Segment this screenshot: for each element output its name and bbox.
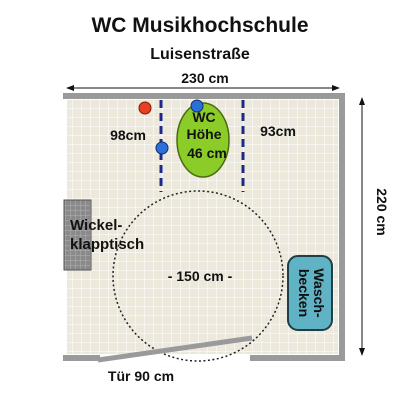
room-walls [63,93,345,361]
toilet-label-line2: Höhe [187,126,222,142]
toilet-label-line3: 46 cm [187,145,227,161]
width-dimension [66,85,340,91]
blue-button-icon [190,99,204,113]
door-leaf [97,335,253,363]
toilet [176,102,230,178]
sink-label-line1: Wasch- [311,268,327,318]
height-label: 220 cm [374,188,390,235]
sink [287,255,333,331]
turning-circle [112,190,284,362]
blue-flush-button-icon [155,141,169,155]
sink-label-line2: becken [296,269,312,317]
changing-table-label-line1: Wickel- [70,217,122,234]
right-clearance-label: 93cm [260,123,296,139]
left-clearance-label: 98cm [110,127,146,143]
red-emergency-button-icon [138,101,152,115]
height-dimension [359,97,365,356]
toilet-label-line1: WC [192,109,215,125]
turning-circle-label: - 150 cm - [168,268,233,284]
changing-table [63,199,92,271]
width-label: 230 cm [181,70,228,86]
changing-table-label-line2: klapptisch [70,236,144,253]
door-label: Tür 90 cm [108,368,174,384]
page-title: WC Musikhochschule [91,14,309,37]
page-subtitle: Luisenstraße [150,46,250,63]
